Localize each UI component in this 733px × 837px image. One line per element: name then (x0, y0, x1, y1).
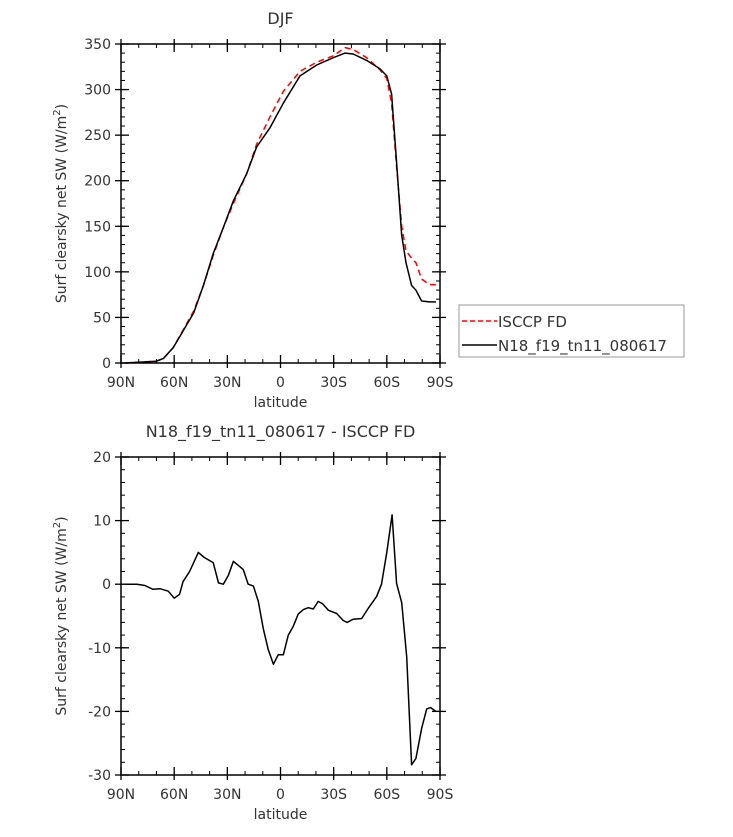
y-tick-label: 0 (102, 356, 111, 372)
legend-label: ISCCP FD (498, 313, 567, 331)
x-tick-label: 30N (213, 787, 241, 803)
x-tick-label: 90S (427, 375, 454, 391)
y-tick-label: 150 (84, 219, 111, 235)
y-tick-label: 10 (93, 514, 111, 530)
y-axis-label: Surf clearsky net SW (W/m2) (52, 516, 70, 715)
chart-title: DJF (267, 9, 293, 28)
y-tick-label: 200 (84, 174, 111, 190)
x-tick-label: 90S (427, 787, 454, 803)
y-tick-label: -10 (88, 641, 111, 657)
x-tick-label: 30N (213, 375, 241, 391)
plot-frame (120, 456, 441, 776)
y-tick-label: -30 (88, 768, 111, 784)
x-tick-label: 90N (107, 787, 135, 803)
legend: ISCCP FD N18_f19_tn11_080617 (458, 304, 685, 358)
x-tick-label: 0 (276, 375, 285, 391)
y-tick-label: 0 (102, 577, 111, 593)
chart-title: N18_f19_tn11_080617 - ISCCP FD (146, 422, 416, 442)
y-tick-label: 100 (84, 265, 111, 281)
panel-2: 90N 60N 30N 0 30S 60S 90S -30 -20 -10 0 10 20 N18_f19… (52, 422, 453, 823)
y-tick-label: 300 (84, 83, 111, 99)
y-axis-label-sup: 2 (52, 522, 63, 528)
x-tick-label: 30S (320, 375, 347, 391)
y-axis-label-close: ) (54, 516, 70, 521)
x-tick-label: 60N (160, 787, 188, 803)
y-axis-label-sup: 2 (52, 109, 63, 115)
series-line-difference (125, 514, 437, 766)
y-tick-label: 350 (84, 37, 111, 53)
x-axis-label: latitude (254, 807, 308, 823)
legend-box (458, 304, 685, 358)
series-line-n18-f19-tn11-080617 (125, 52, 436, 364)
x-tick-label: 60S (373, 375, 400, 391)
x-tick-label: 0 (276, 787, 285, 803)
y-tick-label: -20 (88, 704, 111, 720)
y-axis-label: Surf clearsky net SW (W/m2) (52, 104, 70, 303)
plot-frame (120, 43, 441, 364)
y-tick-label: 250 (84, 128, 111, 144)
series-line-isccp-fd (125, 46, 436, 364)
x-tick-label: 90N (107, 375, 135, 391)
x-tick-label: 30S (320, 787, 347, 803)
x-axis-label: latitude (254, 395, 308, 411)
x-tick-label: 60S (373, 787, 400, 803)
panel-1: 90N 60N 30N 0 30S 60S 90S 0 50 100 150 200 250 300 350… (52, 9, 685, 411)
y-tick-label: 20 (93, 450, 111, 466)
legend-label: N18_f19_tn11_080617 (498, 337, 667, 356)
y-axis-label-close: ) (54, 104, 70, 109)
x-tick-label: 60N (160, 375, 188, 391)
y-tick-label: 50 (93, 310, 111, 326)
